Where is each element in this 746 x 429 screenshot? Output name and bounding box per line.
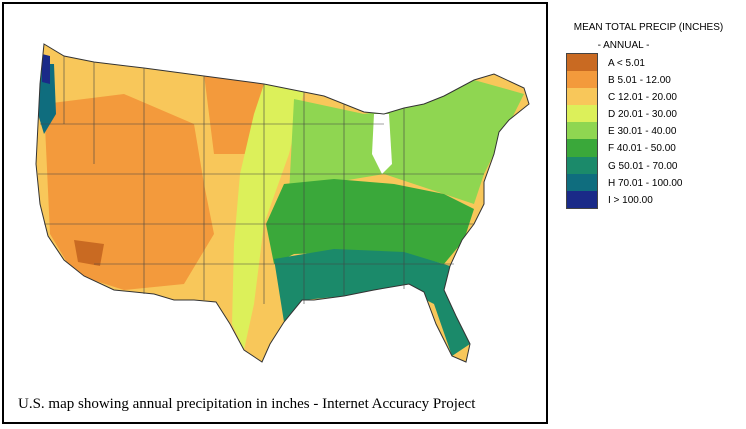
- legend-label-b: B 5.01 - 12.00: [608, 75, 671, 87]
- lake-michigan: [372, 114, 392, 174]
- swatch-g: [567, 156, 597, 174]
- swatch-b: [567, 71, 597, 89]
- swatch-f: [567, 139, 597, 157]
- legend: MEAN TOTAL PRECIP (INCHES) - ANNUAL - A …: [556, 22, 741, 213]
- legend-label-a: A < 5.01: [608, 58, 645, 69]
- region-f: [266, 179, 474, 264]
- swatch-e: [567, 122, 597, 140]
- legend-label-d: D 20.01 - 30.00: [608, 109, 677, 121]
- legend-label-f: F 40.01 - 50.00: [608, 143, 676, 155]
- legend-label-e: E 30.01 - 40.00: [608, 126, 677, 138]
- legend-swatches: [566, 53, 598, 209]
- swatch-c: [567, 88, 597, 106]
- swatch-i: [567, 190, 597, 208]
- legend-label-c: C 12.01 - 20.00: [608, 92, 677, 104]
- legend-label-g: G 50.01 - 70.00: [608, 160, 678, 172]
- swatch-h: [567, 173, 597, 191]
- region-g: [274, 249, 470, 356]
- region-b-west: [44, 94, 214, 290]
- swatch-d: [567, 105, 597, 123]
- swatch-a: [567, 54, 597, 72]
- legend-label-i: I > 100.00: [608, 194, 653, 206]
- region-a: [74, 240, 104, 266]
- region-d: [232, 84, 304, 350]
- legend-title: MEAN TOTAL PRECIP (INCHES): [573, 22, 724, 33]
- map-caption: U.S. map showing annual precipitation in…: [18, 396, 476, 412]
- us-outline: [35, 43, 530, 363]
- precipitation-map: [35, 43, 530, 363]
- state-borders: [38, 56, 484, 304]
- map-frame: U.S. map showing annual precipitation in…: [2, 2, 548, 424]
- legend-label-h: H 70.01 - 100.00: [608, 177, 683, 189]
- region-i: [42, 54, 50, 84]
- region-e: [289, 80, 524, 204]
- legend-subtitle: - ANNUAL -: [597, 40, 650, 51]
